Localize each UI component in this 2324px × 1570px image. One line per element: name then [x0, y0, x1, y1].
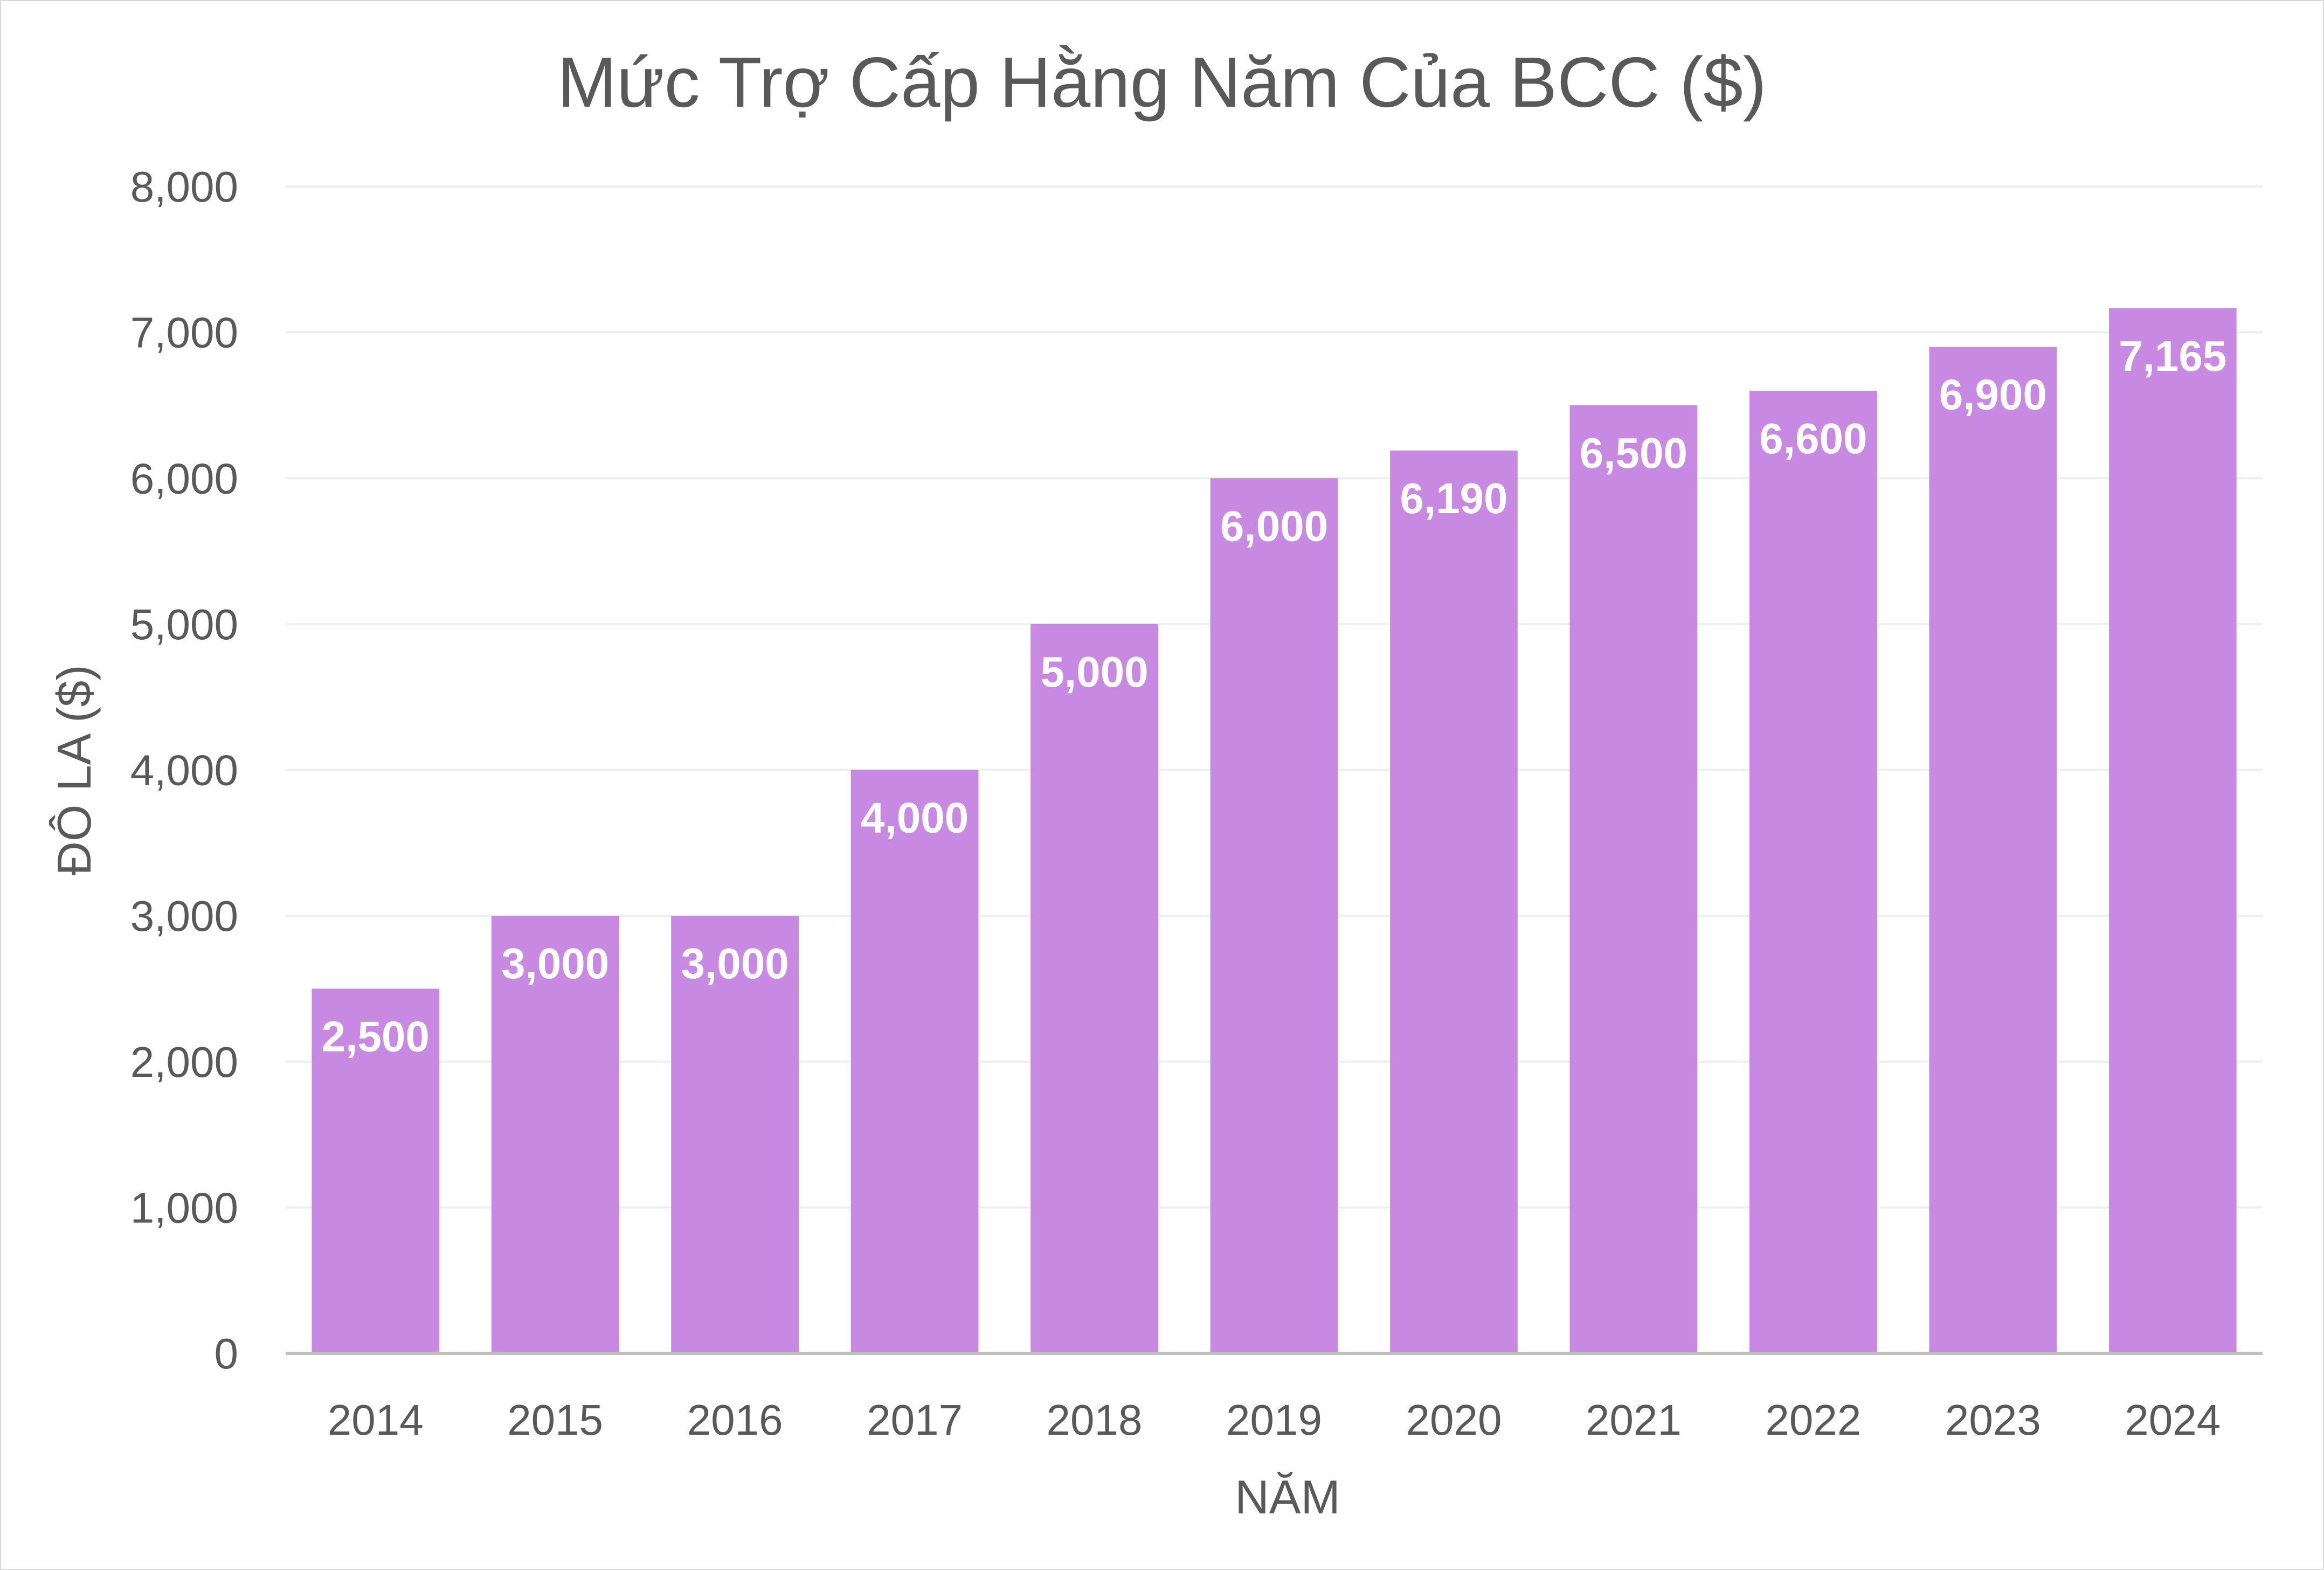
- x-axis-label: NĂM: [1235, 1470, 1340, 1524]
- x-tick-label: 2024: [2125, 1396, 2221, 1444]
- x-tick-label: 2018: [1047, 1396, 1143, 1444]
- bar-data-label: 3,000: [501, 939, 609, 987]
- y-tick-label: 2,000: [130, 1038, 238, 1086]
- bar-data-label: 7,165: [2119, 332, 2226, 380]
- y-tick-label: 0: [215, 1330, 239, 1378]
- y-tick-label: 5,000: [130, 600, 238, 648]
- y-tick-label: 4,000: [130, 746, 238, 794]
- x-tick-label: 2017: [867, 1396, 963, 1444]
- y-tick-label: 7,000: [130, 309, 238, 357]
- bar: [1929, 347, 2057, 1353]
- bar-data-label: 6,000: [1220, 502, 1328, 550]
- bar: [2108, 308, 2237, 1353]
- bar-data-label: 2,500: [322, 1012, 430, 1060]
- y-tick-label: 3,000: [130, 892, 238, 940]
- bar-data-label: 3,000: [681, 939, 789, 987]
- y-tick-label: 6,000: [130, 454, 238, 502]
- bar-data-label: 6,600: [1759, 414, 1867, 462]
- y-axis-label: ĐÔ LA ($): [47, 665, 101, 875]
- y-tick-label: 1,000: [130, 1184, 238, 1232]
- bar-data-label: 6,500: [1580, 429, 1687, 477]
- bar: [1030, 624, 1158, 1353]
- bar: [850, 770, 979, 1353]
- bar: [1749, 390, 1877, 1353]
- bar: [312, 988, 440, 1353]
- y-axis-ticks: 0 1,000 2,000 3,000 4,000 5,000 6,000 7,000 8,00…: [130, 163, 238, 1378]
- x-tick-label: 2022: [1765, 1396, 1861, 1444]
- x-axis-ticks: 2014 2015 2016 2017 2018 2019 2020 2021 2022 2023…: [286, 1352, 2263, 1444]
- bar: [671, 916, 799, 1353]
- bar-data-label: 5,000: [1040, 648, 1148, 696]
- x-tick-label: 2020: [1406, 1396, 1502, 1444]
- x-tick-label: 2015: [507, 1396, 603, 1444]
- bars: 2,500 3,000 3,000 4,000 5,000 6,000 6,190 6,500…: [312, 308, 2237, 1353]
- bar: [1390, 450, 1518, 1353]
- bar: [1210, 478, 1338, 1353]
- x-tick-label: 2019: [1226, 1396, 1322, 1444]
- chart-title: Mức Trợ Cấp Hằng Năm Của BCC ($): [557, 43, 1766, 122]
- y-tick-label: 8,000: [130, 163, 238, 211]
- x-tick-label: 2023: [1945, 1396, 2041, 1444]
- bar: [491, 916, 619, 1353]
- bar-data-label: 6,190: [1400, 474, 1507, 522]
- bar-data-label: 4,000: [861, 794, 969, 842]
- x-tick-label: 2021: [1586, 1396, 1682, 1444]
- bar: [1569, 405, 1698, 1353]
- bar-data-label: 6,900: [1939, 371, 2047, 419]
- x-tick-label: 2014: [328, 1396, 424, 1444]
- x-tick-label: 2016: [687, 1396, 783, 1444]
